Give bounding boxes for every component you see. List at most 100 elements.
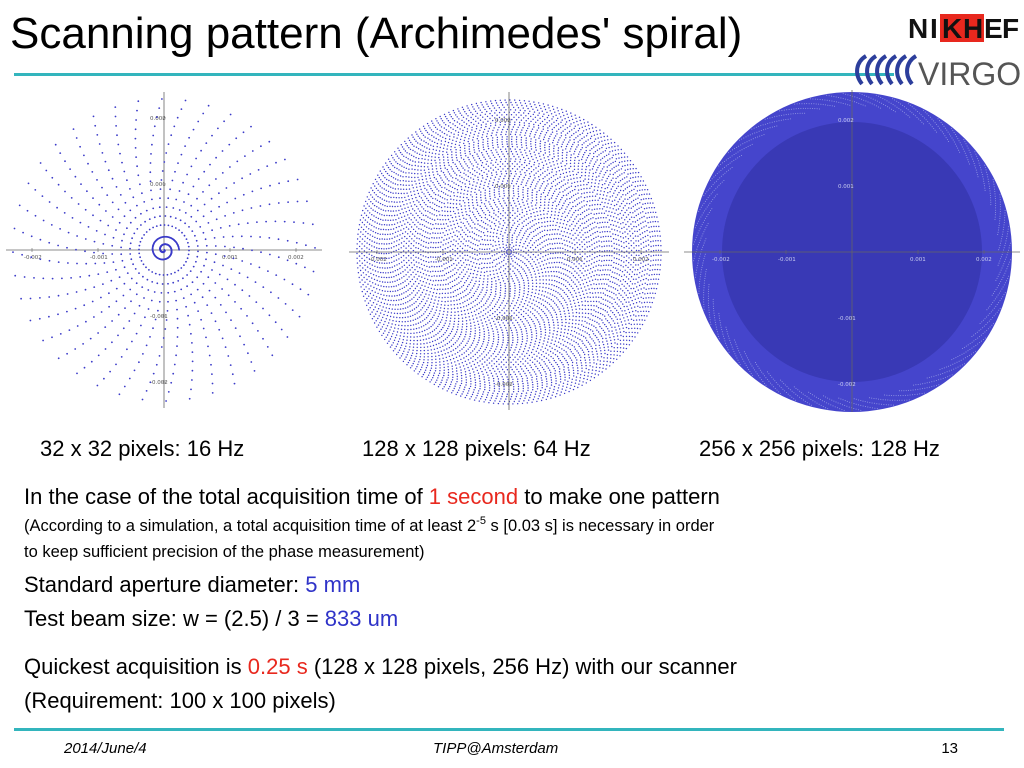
scan-point — [430, 241, 432, 244]
scan-point — [551, 157, 554, 160]
scan-point — [620, 223, 622, 225]
scan-point — [295, 241, 298, 244]
scan-point — [135, 332, 138, 335]
scan-point — [460, 221, 462, 223]
scan-point — [494, 290, 497, 293]
scan-point — [439, 346, 441, 349]
scan-point — [614, 199, 616, 201]
scan-point — [401, 237, 403, 239]
scan-point — [544, 347, 547, 349]
scan-point — [179, 219, 182, 222]
scan-point — [447, 242, 450, 244]
scan-point — [501, 368, 504, 371]
scan-point — [509, 273, 511, 275]
scan-point — [418, 228, 420, 230]
scan-point — [214, 282, 217, 284]
scan-point — [452, 269, 454, 271]
scan-point — [629, 230, 631, 232]
scan-point — [208, 184, 211, 187]
scan-point — [545, 352, 547, 354]
scan-point — [441, 292, 444, 295]
scan-point — [429, 291, 431, 293]
scan-point — [498, 244, 500, 246]
scan-point — [536, 202, 538, 204]
scan-point — [521, 353, 523, 355]
scan-point — [153, 216, 156, 219]
scan-point — [563, 349, 565, 352]
scan-point — [499, 175, 501, 178]
scan-point — [467, 259, 469, 261]
scan-point — [496, 253, 498, 255]
scan-point — [187, 241, 189, 244]
scan-point — [464, 202, 466, 204]
scan-point — [601, 246, 603, 248]
scan-point — [542, 310, 544, 313]
scan-point — [451, 151, 453, 153]
scan-point — [566, 198, 568, 200]
nikhef-letter-i: I — [930, 13, 938, 44]
scan-point — [423, 184, 425, 187]
scan-point — [521, 298, 524, 300]
scan-point — [569, 300, 571, 302]
scan-point — [488, 296, 491, 298]
scan-point — [587, 269, 589, 271]
scan-point — [450, 304, 452, 306]
scan-point — [567, 236, 570, 238]
scan-point — [497, 168, 499, 171]
scan-point — [566, 163, 568, 165]
scan-point — [534, 144, 537, 146]
scan-point — [470, 311, 473, 314]
scan-point — [555, 205, 558, 207]
scan-point — [460, 188, 463, 191]
scan-point — [598, 274, 600, 276]
scan-point — [612, 208, 614, 210]
scan-point — [534, 154, 536, 156]
scan-point — [477, 176, 479, 178]
scan-point — [299, 288, 302, 291]
scan-point — [563, 278, 565, 281]
scan-point — [562, 284, 565, 286]
scan-point — [620, 275, 623, 278]
scan-point — [500, 266, 502, 268]
scan-point — [497, 276, 499, 278]
scan-point — [414, 280, 417, 283]
scan-point — [186, 285, 189, 288]
scan-point — [93, 251, 95, 254]
scan-point — [395, 226, 398, 229]
scan-point — [191, 230, 194, 233]
scan-point — [620, 245, 623, 247]
scan-point — [257, 330, 259, 332]
scan-point — [568, 241, 571, 243]
scan-point — [451, 280, 454, 283]
scan-point — [560, 303, 562, 305]
scan-point — [521, 164, 523, 166]
scan-point — [564, 340, 566, 343]
scan-point — [522, 225, 525, 228]
scan-point — [543, 234, 546, 237]
scan-point — [440, 177, 442, 179]
scan-point — [522, 201, 524, 204]
scan-point — [104, 348, 107, 350]
scan-point — [556, 334, 558, 336]
scan-point — [540, 330, 542, 333]
scan-point — [456, 159, 458, 161]
scan-point — [530, 274, 532, 276]
scan-point — [552, 201, 554, 204]
scan-point — [618, 292, 620, 295]
scan-point — [581, 308, 584, 311]
scan-point — [479, 368, 482, 370]
scan-point — [150, 153, 152, 155]
scan-point — [495, 134, 497, 136]
scan-point — [602, 278, 604, 280]
scan-point — [474, 266, 477, 268]
scan-point — [554, 340, 557, 342]
scan-point — [589, 169, 591, 171]
scan-point — [430, 261, 432, 263]
scan-point — [525, 130, 528, 132]
scan-point — [588, 272, 591, 274]
scan-point — [509, 285, 511, 287]
scan-point — [470, 268, 472, 271]
scan-point — [510, 361, 512, 363]
scan-point — [512, 224, 514, 226]
scan-point — [567, 347, 569, 349]
